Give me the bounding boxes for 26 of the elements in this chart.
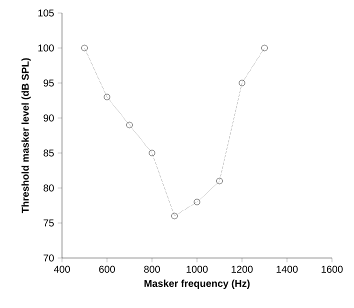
y-tick-label: 85	[44, 149, 54, 157]
x-tick-label: 1600	[322, 266, 343, 273]
point	[194, 198, 200, 206]
y-tick-label: 100	[38, 44, 54, 52]
y-tick-label: 90	[44, 114, 54, 122]
y-tick-label: 95	[44, 79, 54, 87]
y-tick-label: 70	[44, 254, 54, 262]
point	[171, 212, 178, 220]
point	[148, 150, 156, 156]
x-axis-title: Masker frequency (Hz)	[144, 280, 250, 289]
point	[126, 122, 133, 128]
y-tick-label: 105	[38, 9, 54, 17]
y-tick-label: 80	[44, 184, 54, 192]
point	[81, 44, 88, 52]
y-axis-title: Threshold masker level (dB SPL)	[21, 58, 31, 214]
x-tick-label: 1200	[232, 266, 253, 273]
x-tick-label: 1000	[186, 266, 208, 273]
point	[216, 178, 223, 184]
point	[261, 44, 268, 52]
x-tick-label: 1400	[276, 266, 298, 273]
point	[104, 94, 110, 100]
x-tick-label: 800	[144, 266, 160, 273]
point	[238, 80, 246, 86]
y-tick-label: 75	[44, 220, 54, 226]
x-tick-label: 600	[99, 266, 115, 273]
x-tick-label: 400	[54, 266, 70, 273]
